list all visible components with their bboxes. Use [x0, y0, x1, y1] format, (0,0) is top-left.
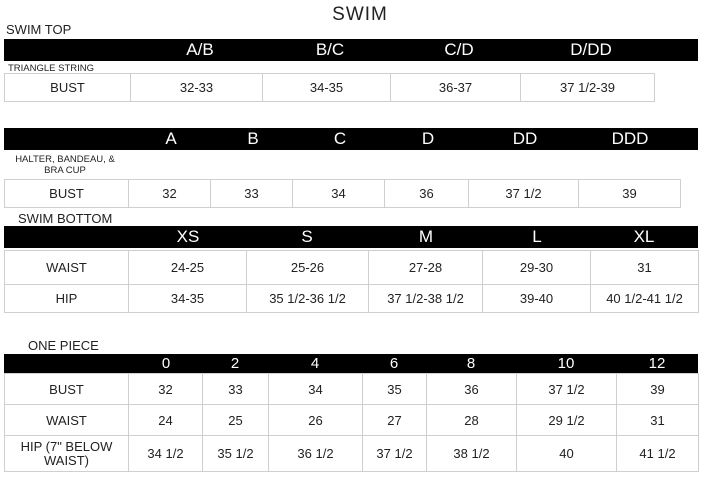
swim-bottom-header-cell: L — [532, 227, 542, 246]
halter-header-cell: A — [165, 129, 177, 148]
section-label-one-piece: ONE PIECE — [28, 338, 99, 353]
table-cell: 34 — [268, 373, 363, 405]
swim-top-header-cell: D/DD — [570, 40, 612, 59]
table-cell: 35 — [362, 373, 427, 405]
row-label-halter-bandeau: HALTER, BANDEAU, & BRA CUP — [15, 154, 115, 176]
swim-top-header-bar: A/B B/C C/D D/DD — [4, 39, 698, 61]
table-cell: 27-28 — [368, 250, 483, 285]
one-piece-header-cell: 12 — [648, 355, 666, 372]
table-cell: 31 — [590, 250, 699, 285]
one-piece-header-cell: 10 — [557, 355, 575, 372]
halter-header-cell: D — [421, 129, 435, 148]
table-cell: HIP (7" BELOW WAIST) — [4, 435, 129, 472]
table-cell: 34 1/2 — [128, 435, 203, 472]
table-cell: 25 — [202, 404, 269, 436]
table-cell: 36 — [384, 179, 469, 208]
swim-bottom-header-cell: M — [418, 227, 434, 246]
swim-bottom-header-cell: XL — [633, 227, 655, 246]
table-cell: 25-26 — [246, 250, 369, 285]
table-cell: WAIST — [4, 250, 129, 285]
swim-top-table: BUST 32-33 34-35 36-37 37 1/2-39 — [4, 73, 655, 102]
swim-bottom-table: WAIST 24-25 25-26 27-28 29-30 31 HIP 34-… — [4, 250, 699, 313]
section-label-swim-top: SWIM TOP — [6, 22, 72, 37]
table-row: BUST 32-33 34-35 36-37 37 1/2-39 — [4, 73, 655, 102]
table-cell: WAIST — [4, 404, 129, 436]
table-cell: 39 — [578, 179, 681, 208]
halter-table: BUST 32 33 34 36 37 1/2 39 — [4, 179, 681, 208]
table-cell: 37 1/2 — [468, 179, 579, 208]
table-cell: 39-40 — [482, 284, 591, 313]
table-cell: 39 — [616, 373, 699, 405]
table-cell: 37 1/2-39 — [520, 73, 655, 102]
table-cell: 37 1/2-38 1/2 — [368, 284, 483, 313]
table-cell: 34-35 — [128, 284, 247, 313]
table-cell: BUST — [4, 373, 129, 405]
table-cell: BUST — [4, 73, 131, 102]
table-cell: 27 — [362, 404, 427, 436]
table-cell: 37 1/2 — [362, 435, 427, 472]
table-cell: 35 1/2-36 1/2 — [246, 284, 369, 313]
table-row: BUST 32 33 34 35 36 37 1/2 39 — [4, 373, 699, 405]
table-cell: 31 — [616, 404, 699, 436]
table-cell: 37 1/2 — [516, 373, 617, 405]
table-cell: 33 — [202, 373, 269, 405]
page-title: SWIM — [332, 4, 388, 25]
swim-bottom-header-cell: S — [301, 227, 313, 246]
swim-top-header-cell: C/D — [444, 40, 474, 59]
one-piece-header-bar: 0 2 4 6 8 10 12 — [4, 354, 698, 373]
swim-bottom-header-bar: XS S M L XL — [4, 226, 698, 248]
table-row: HIP (7" BELOW WAIST) 34 1/2 35 1/2 36 1/… — [4, 435, 699, 472]
row-label-triangle-string: TRIANGLE STRING — [8, 63, 95, 74]
table-cell: 24-25 — [128, 250, 247, 285]
table-cell: 41 1/2 — [616, 435, 699, 472]
table-cell: 35 1/2 — [202, 435, 269, 472]
table-cell: 29 1/2 — [516, 404, 617, 436]
table-row: WAIST 24 25 26 27 28 29 1/2 31 — [4, 404, 699, 436]
halter-header-cell: DD — [512, 129, 538, 148]
table-cell: 32 — [128, 373, 203, 405]
table-cell: 29-30 — [482, 250, 591, 285]
one-piece-table: BUST 32 33 34 35 36 37 1/2 39 WAIST 24 2… — [4, 373, 699, 472]
table-cell: 38 1/2 — [426, 435, 517, 472]
table-cell: 28 — [426, 404, 517, 436]
one-piece-header-cell: 0 — [161, 355, 171, 372]
one-piece-header-cell: 6 — [389, 355, 399, 372]
table-row: WAIST 24-25 25-26 27-28 29-30 31 — [4, 250, 699, 285]
table-row: BUST 32 33 34 36 37 1/2 39 — [4, 179, 681, 208]
table-cell: 40 — [516, 435, 617, 472]
halter-header-bar: A B C D DD DDD — [4, 128, 698, 150]
halter-header-cell: DDD — [611, 129, 649, 148]
swim-top-header-cell: A/B — [186, 40, 214, 59]
halter-header-cell: C — [333, 129, 347, 148]
table-cell: 34 — [292, 179, 385, 208]
one-piece-header-cell: 8 — [466, 355, 476, 372]
table-row: HIP 34-35 35 1/2-36 1/2 37 1/2-38 1/2 39… — [4, 284, 699, 313]
table-cell: 36-37 — [390, 73, 521, 102]
one-piece-header-cell: 4 — [310, 355, 320, 372]
swim-top-header-cell: B/C — [315, 40, 345, 59]
table-cell: HIP — [4, 284, 129, 313]
halter-header-cell: B — [247, 129, 259, 148]
table-cell: 34-35 — [262, 73, 391, 102]
one-piece-header-cell: 2 — [230, 355, 240, 372]
table-cell: 33 — [210, 179, 293, 208]
section-label-swim-bottom: SWIM BOTTOM — [18, 211, 113, 226]
table-cell: 36 1/2 — [268, 435, 363, 472]
table-cell: 24 — [128, 404, 203, 436]
table-cell: 32-33 — [130, 73, 263, 102]
table-cell: 40 1/2-41 1/2 — [590, 284, 699, 313]
swim-bottom-header-cell: XS — [176, 227, 200, 246]
table-cell: 32 — [128, 179, 211, 208]
table-cell: 36 — [426, 373, 517, 405]
table-cell: BUST — [4, 179, 129, 208]
table-cell: 26 — [268, 404, 363, 436]
